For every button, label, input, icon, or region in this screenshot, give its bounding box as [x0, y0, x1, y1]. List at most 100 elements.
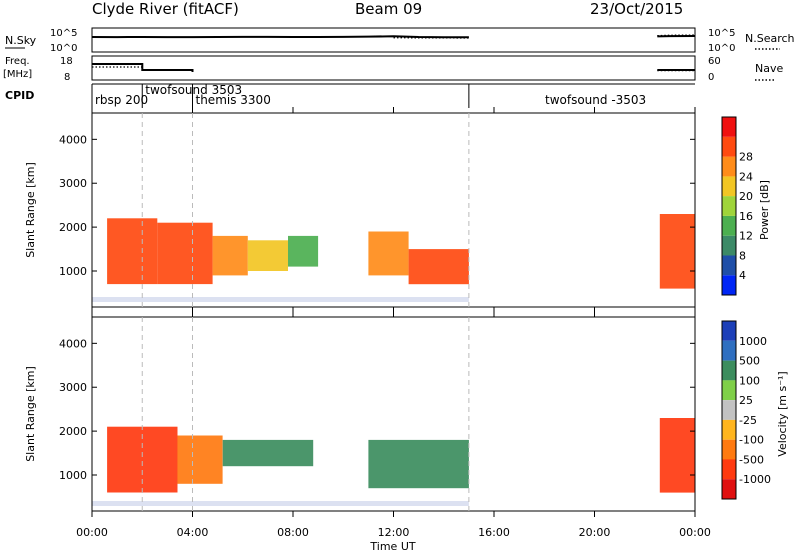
nsearch-tick-bottom: 10^0 — [708, 43, 735, 54]
x-tick-label: 00:00 — [679, 526, 711, 539]
cpid-mode-label: twofsound 3503 — [145, 83, 242, 97]
colorbar-swatch — [722, 255, 736, 276]
heatmap-cell — [288, 235, 319, 267]
power-panel: 1000 2000 3000 4000 Slant Range [km] 4 8 12 16… — [24, 112, 771, 308]
colorbar-swatch — [722, 215, 736, 236]
heatmap-cell — [247, 240, 288, 271]
velocity-colorbar: 1000 500 100 25 -25 -100 -500 -1000 — [721, 320, 771, 500]
y-tick-label: 2000 — [59, 425, 87, 438]
colorbar-tick-label: 4 — [739, 269, 746, 282]
colorbar-swatch — [722, 380, 736, 401]
nsky-series-line — [91, 35, 696, 39]
heatmap-cell — [659, 214, 695, 289]
colorbar-swatch — [722, 117, 736, 137]
nave-tick-bottom: 0 — [708, 72, 714, 83]
colorbar-frame — [721, 320, 737, 500]
time-axis: 00:00 04:00 08:00 12:00 16:00 20:00 00:00 — [76, 107, 711, 539]
colorbar-tick-label: 12 — [739, 230, 753, 243]
colorbar-tick-label: 24 — [739, 170, 753, 183]
heatmap-cell — [222, 439, 314, 467]
velocity-y-axis: 1000 2000 3000 4000 — [59, 337, 695, 482]
frequency-panel: Freq. [MHz] 18 8 60 0 Nave — [3, 55, 783, 83]
colorbar-swatch — [722, 400, 736, 420]
colorbar-tick-label: -25 — [739, 414, 757, 427]
x-tick-label: 08:00 — [277, 526, 309, 539]
cpid-mode-label: themis 3300 — [196, 93, 271, 107]
near-range-clutter — [92, 501, 469, 506]
colorbar-swatch — [722, 479, 736, 499]
frequency-panel-frame — [91, 55, 696, 81]
colorbar-tick-label: 1000 — [739, 335, 767, 348]
y-tick-label: 4000 — [59, 337, 87, 350]
heatmap-cell — [157, 222, 213, 285]
colorbar-tick-label: 25 — [739, 394, 753, 407]
colorbar-swatch — [722, 459, 736, 480]
power-colorbar-label: Power [dB] — [758, 180, 771, 240]
heatmap-cell — [408, 249, 469, 285]
colorbar-swatch — [722, 439, 736, 460]
y-tick-label: 2000 — [59, 221, 87, 234]
colorbar-swatch — [722, 275, 736, 295]
power-data-layer — [92, 214, 695, 302]
power-colorbar: 4 8 12 16 20 24 28 — [721, 116, 753, 296]
nsearch-tick-top: 10^5 — [708, 28, 735, 39]
colorbar-tick-label: 28 — [739, 151, 753, 164]
colorbar-swatch — [722, 235, 736, 256]
velocity-data-layer — [92, 418, 695, 506]
x-tick-label: 00:00 — [76, 526, 108, 539]
colorbar-tick-label: 500 — [739, 355, 760, 368]
colorbar-swatch — [722, 340, 736, 361]
x-tick-label: 16:00 — [478, 526, 510, 539]
freq-series-line — [92, 63, 695, 72]
y-tick-label: 1000 — [59, 469, 87, 482]
colorbar-swatch — [722, 321, 736, 341]
freq-label: Freq. — [5, 56, 30, 67]
heatmap-cell — [212, 235, 248, 276]
colorbar-swatch — [722, 176, 736, 197]
colorbar-tick-label: 16 — [739, 210, 753, 223]
noise-panel-frame — [91, 27, 696, 53]
freq-units-label: [MHz] — [3, 69, 32, 80]
velocity-colorbar-label: Velocity [m s⁻¹] — [776, 371, 789, 456]
nave-series-line — [92, 66, 695, 72]
nsky-tick-bottom: 10^0 — [50, 43, 77, 54]
nave-tick-top: 60 — [708, 56, 721, 67]
colorbar-tick-label: -500 — [739, 453, 764, 466]
colorbar-swatch — [722, 136, 736, 157]
nave-label: Nave — [755, 62, 783, 75]
colorbar-frame — [721, 116, 737, 296]
x-tick-label: 20:00 — [579, 526, 611, 539]
colorbar-tick-label: -100 — [739, 434, 764, 447]
heatmap-cell — [177, 435, 223, 484]
y-tick-label: 3000 — [59, 177, 87, 190]
beam-title: Beam 09 — [355, 0, 423, 18]
power-ylabel: Slant Range [km] — [24, 162, 37, 258]
freq-tick-bottom: 8 — [64, 72, 70, 83]
x-tick-label: 04:00 — [177, 526, 209, 539]
nsearch-label: N.Search — [745, 32, 795, 45]
nsky-label: N.Sky — [5, 34, 37, 47]
cpid-label: CPID — [5, 89, 34, 102]
colorbar-swatch — [722, 360, 736, 381]
date-title: 23/Oct/2015 — [590, 0, 684, 18]
cpid-mode-label: rbsp 200 — [95, 93, 148, 107]
cpid-mode-label: twofsound -3503 — [545, 93, 646, 107]
noise-panel: N.Sky 10^5 10^0 10^5 10^0 N.Search — [5, 27, 795, 54]
time-axis-label: Time UT — [369, 540, 415, 553]
x-tick-label: 12:00 — [378, 526, 410, 539]
velocity-ylabel: Slant Range [km] — [24, 366, 37, 462]
nsky-tick-top: 10^5 — [50, 28, 77, 39]
heatmap-cell — [368, 231, 409, 276]
colorbar-tick-label: -1000 — [739, 473, 771, 486]
colorbar-swatch — [722, 196, 736, 216]
colorbar-tick-label: 100 — [739, 374, 760, 387]
colorbar-tick-label: 20 — [739, 190, 753, 203]
heatmap-cell — [659, 418, 695, 493]
y-tick-label: 1000 — [59, 265, 87, 278]
station-title: Clyde River (fitACF) — [92, 0, 239, 18]
heatmap-cell — [368, 439, 469, 489]
colorbar-swatch — [722, 156, 736, 177]
